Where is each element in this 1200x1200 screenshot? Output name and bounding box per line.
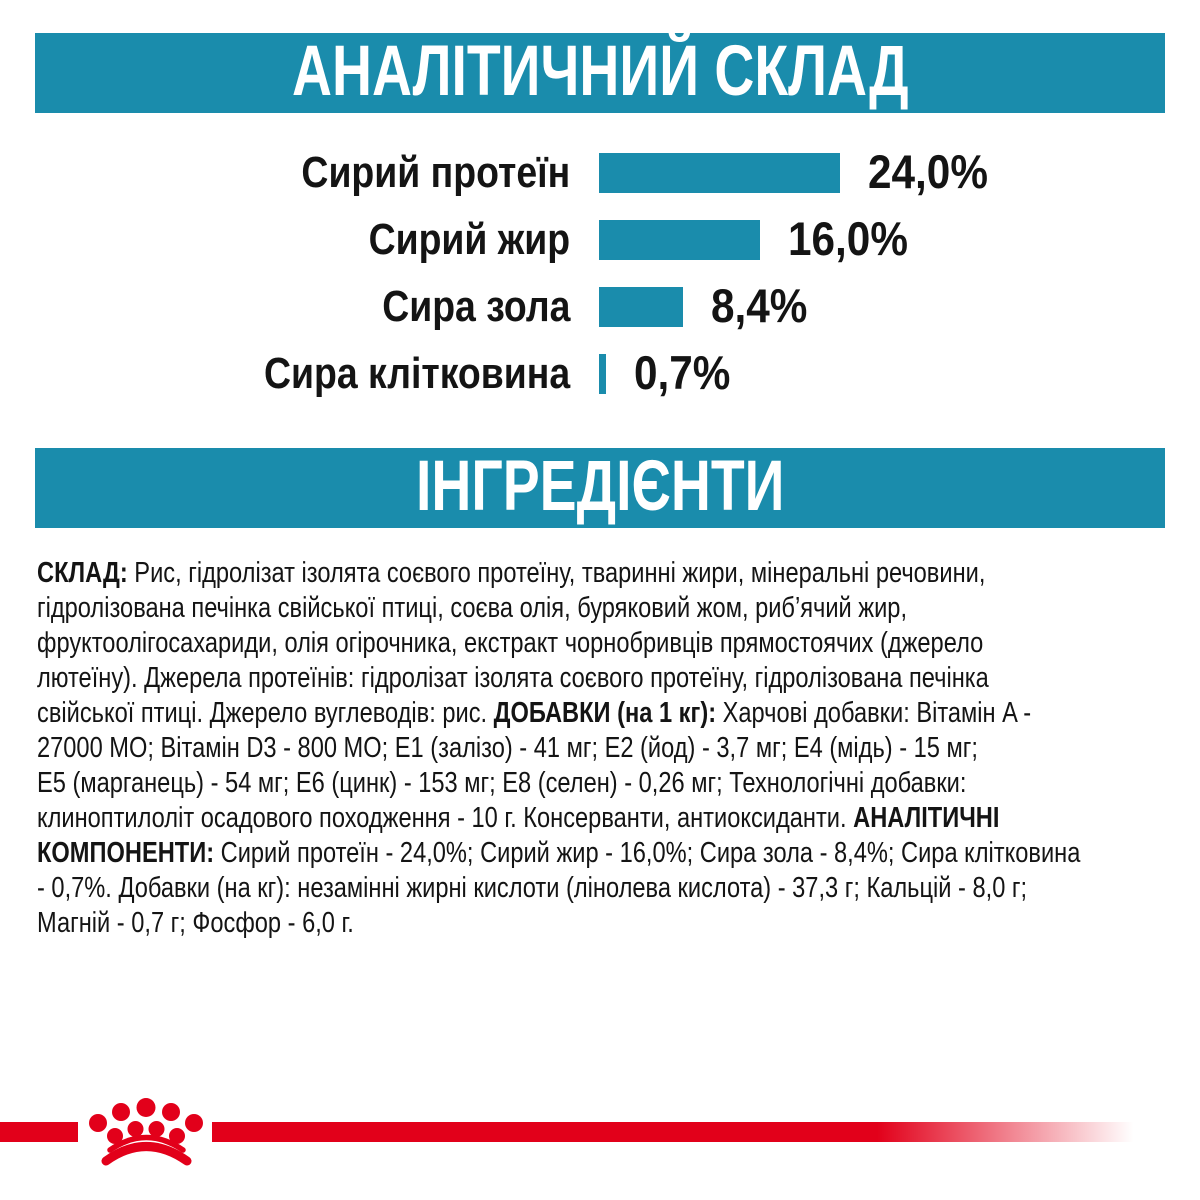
ingredients-line: E5 (марганець) - 54 мг; E6 (цинк) - 153 …: [37, 767, 967, 799]
analytical-composition-title: АНАЛІТИЧНИЙ СКЛАД: [291, 31, 909, 111]
chart-bar: [599, 354, 606, 394]
ingredients-line: - 0,7%. Добавки (на кг): незамінні жирні…: [37, 872, 1028, 904]
ingredients-header: ІНГРЕДІЄНТИ: [35, 448, 1165, 528]
ingredients-line: фруктоолігосахариди, олія огірочника, ек…: [37, 627, 984, 659]
ingredients-line: клиноптилоліт осадового походження - 10 …: [37, 802, 1000, 834]
ingredients-text: СКЛАД: Рис, гідролізат ізолята соєвого п…: [37, 556, 1170, 941]
ingredients-line: гідролізована печінка свійської птиці, с…: [37, 592, 908, 624]
ingredients-line: Магній - 0,7 г; Фосфор - 6,0 г.: [37, 907, 354, 939]
chart-category-label: Сирий протеїн: [301, 148, 570, 197]
chart-value-label: 8,4%: [711, 279, 808, 332]
chart-value-label: 16,0%: [788, 212, 908, 265]
chart-row: Сира клітковина 0,7%: [35, 346, 1165, 399]
ingredients-line: свійської птиці. Джерело вуглеводів: рис…: [37, 697, 1032, 729]
chart-bar: [599, 153, 840, 193]
chart-value-label: 0,7%: [634, 346, 731, 399]
analytical-chart: Сирий протеїн 24,0% Сирий жир 16,0% Сира зол…: [35, 140, 1165, 420]
ingredients-line: КОМПОНЕНТИ: Сирий протеїн - 24,0%; Сирий…: [37, 837, 1081, 869]
analytical-composition-header: АНАЛІТИЧНИЙ СКЛАД: [35, 33, 1165, 113]
chart-category-label: Сира клітковина: [263, 349, 570, 398]
ingredients-line: лютеїну). Джерела протеїнів: гідролізат …: [37, 662, 989, 694]
ingredients-line: СКЛАД: Рис, гідролізат ізолята соєвого п…: [37, 557, 986, 589]
chart-bar: [599, 220, 760, 260]
chart-category-label: Сира зола: [381, 282, 570, 331]
brand-stripe-right: [212, 1122, 1162, 1142]
brand-stripe-left: [0, 1122, 78, 1142]
ingredients-line: 27000 МО; Вітамін D3 - 800 МО; E1 (заліз…: [37, 732, 978, 764]
chart-value-label: 24,0%: [868, 145, 988, 198]
chart-row: Сира зола 8,4%: [35, 279, 1165, 332]
chart-category-label: Сирий жир: [368, 215, 570, 264]
ingredients-title: ІНГРЕДІЄНТИ: [415, 446, 785, 526]
royal-canin-crown-icon: [89, 1098, 203, 1166]
chart-row: Сирий протеїн 24,0%: [35, 145, 1165, 198]
chart-row: Сирий жир 16,0%: [35, 212, 1165, 265]
chart-bar: [599, 287, 683, 327]
